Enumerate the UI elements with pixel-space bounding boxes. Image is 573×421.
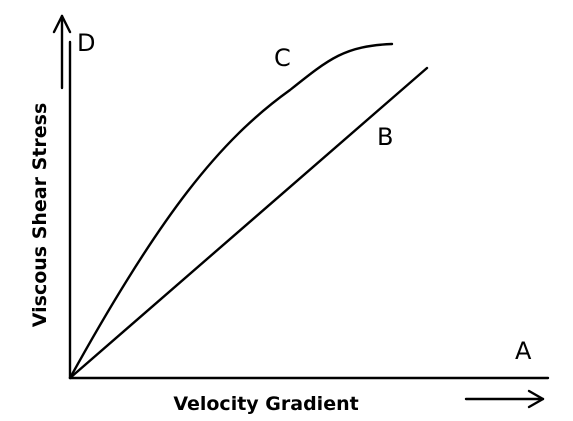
y-axis-title: Viscous Shear Stress xyxy=(29,103,51,328)
label-b: B xyxy=(377,123,393,151)
label-d: D xyxy=(77,29,95,57)
y-arrow-icon xyxy=(52,14,72,90)
label-c: C xyxy=(274,44,291,72)
x-arrow-icon xyxy=(464,389,545,409)
x-axis-title: Velocity Gradient xyxy=(173,393,358,415)
curve-c xyxy=(68,42,394,380)
line-b xyxy=(68,66,429,380)
label-a: A xyxy=(515,337,532,365)
